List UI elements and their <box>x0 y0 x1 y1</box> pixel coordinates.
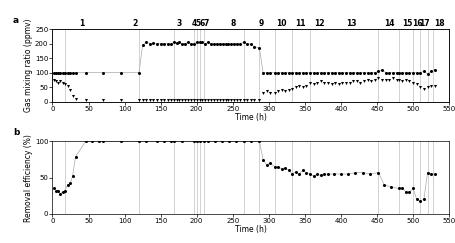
Text: 5: 5 <box>195 19 200 28</box>
Text: 18: 18 <box>434 19 444 28</box>
Text: 17: 17 <box>419 19 429 28</box>
Text: 14: 14 <box>383 19 394 28</box>
Text: 10: 10 <box>276 19 287 28</box>
Text: 3: 3 <box>176 19 181 28</box>
Text: 8: 8 <box>230 19 235 28</box>
Text: 16: 16 <box>411 19 422 28</box>
Text: 12: 12 <box>313 19 324 28</box>
Text: 6: 6 <box>199 19 204 28</box>
Text: 11: 11 <box>295 19 305 28</box>
Text: 15: 15 <box>401 19 412 28</box>
Text: 1: 1 <box>79 19 84 28</box>
Text: b: b <box>13 128 19 137</box>
Y-axis label: Removal efficiency (%): Removal efficiency (%) <box>24 134 33 222</box>
Text: 2: 2 <box>132 19 138 28</box>
Text: 4: 4 <box>191 19 196 28</box>
X-axis label: Time (h): Time (h) <box>234 113 266 122</box>
Text: 13: 13 <box>346 19 356 28</box>
Text: 9: 9 <box>258 19 263 28</box>
X-axis label: Time (h): Time (h) <box>234 226 266 234</box>
Text: a: a <box>13 16 19 25</box>
Y-axis label: Gas mixing ratio (ppmv): Gas mixing ratio (ppmv) <box>24 19 33 112</box>
Text: 7: 7 <box>203 19 208 28</box>
